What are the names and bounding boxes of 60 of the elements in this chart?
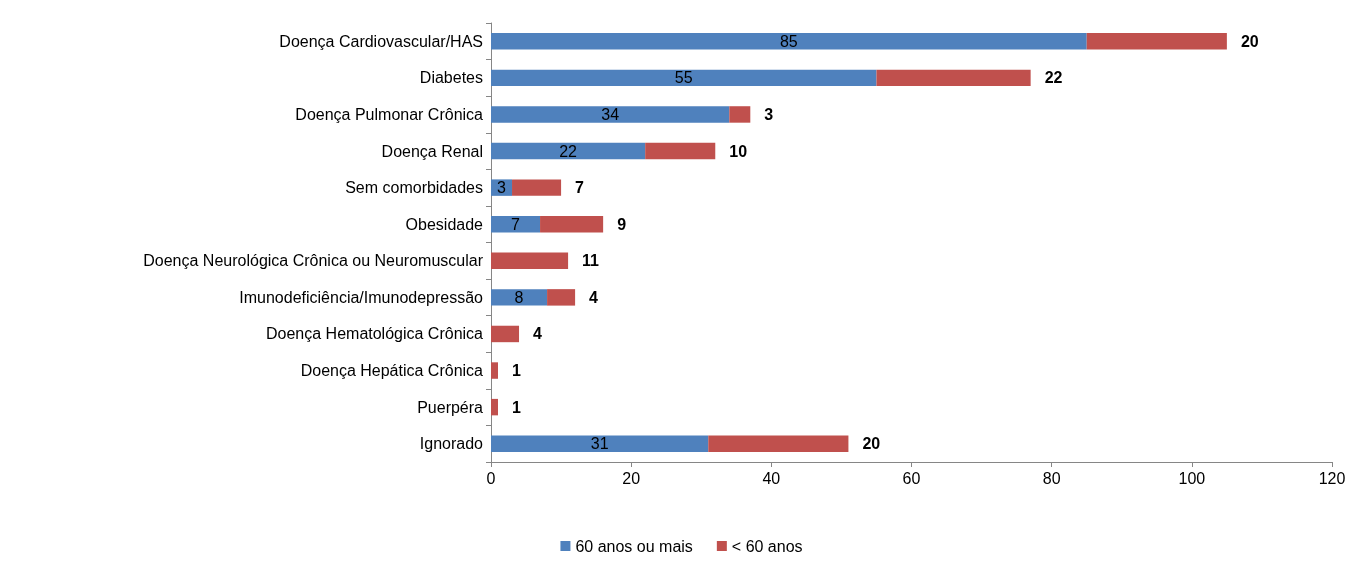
x-tick-label: 60: [902, 469, 921, 487]
data-label: 55: [674, 69, 693, 87]
y-tick-label: Ignorado: [419, 435, 484, 453]
bar: [491, 106, 730, 123]
y-tick-label: Imunodeficiência/Imunodepressão: [239, 288, 484, 306]
bar: [491, 289, 548, 306]
data-label: 7: [575, 179, 585, 197]
bar: [540, 215, 604, 233]
x-tick-label: 40: [762, 469, 781, 487]
data-label: 1: [512, 398, 522, 416]
bar: [491, 33, 1087, 50]
y-tick-label: Obesidade: [405, 215, 484, 233]
bar: [512, 179, 562, 196]
y-tick-label: Sem comorbidades: [345, 179, 483, 197]
y-tick-label: Doença Hematológica Crônica: [266, 325, 484, 343]
legend-label: 60 anos ou mais: [575, 537, 693, 555]
bar: [491, 252, 569, 270]
data-label: 85: [779, 32, 798, 50]
bar: [491, 398, 499, 416]
x-tick-label: 0: [486, 469, 496, 487]
y-tick-label: Puerpéra: [417, 398, 484, 416]
bar: [491, 69, 877, 87]
y-tick-label: Doença Neurológica Crônica ou Neuromuscular: [143, 252, 484, 270]
x-tick-label: 20: [622, 469, 641, 487]
bar: [729, 106, 751, 123]
bar: [491, 215, 541, 233]
y-tick-label: Doença Pulmonar Crônica: [295, 105, 484, 123]
data-label: 20: [862, 435, 881, 453]
bar: [708, 435, 849, 452]
bar: [547, 289, 576, 306]
y-tick-label: Doença Hepática Crônica: [300, 362, 484, 380]
data-label: 22: [1044, 69, 1063, 87]
data-label: 9: [617, 215, 627, 233]
x-tick-label: 120: [1318, 469, 1346, 487]
data-label: 11: [582, 252, 600, 270]
bar: [491, 325, 520, 343]
data-label: 4: [589, 288, 599, 306]
data-label: 4: [533, 325, 543, 343]
bar: [491, 142, 646, 160]
x-tick-label: 100: [1178, 469, 1206, 487]
data-label: 34: [601, 105, 620, 123]
data-label: 3: [764, 105, 774, 123]
bar: [1086, 33, 1227, 50]
data-label: 22: [559, 142, 578, 160]
legend-label: < 60 anos: [731, 537, 803, 555]
bar: [491, 435, 709, 452]
bar: [876, 69, 1031, 87]
data-label: 8: [514, 288, 524, 306]
bar: [645, 142, 716, 160]
y-tick-label: Doença Cardiovascular/HAS: [279, 32, 483, 50]
data-label: 7: [511, 215, 521, 233]
data-label: 1: [512, 362, 522, 380]
data-label: 20: [1240, 32, 1259, 50]
data-label: 31: [590, 435, 609, 453]
bar: [491, 362, 499, 379]
data-label: 10: [729, 142, 748, 160]
x-tick-label: 80: [1042, 469, 1061, 487]
data-label: 3: [497, 179, 507, 197]
y-tick-label: Diabetes: [419, 69, 483, 87]
y-tick-label: Doença Renal: [381, 142, 483, 160]
